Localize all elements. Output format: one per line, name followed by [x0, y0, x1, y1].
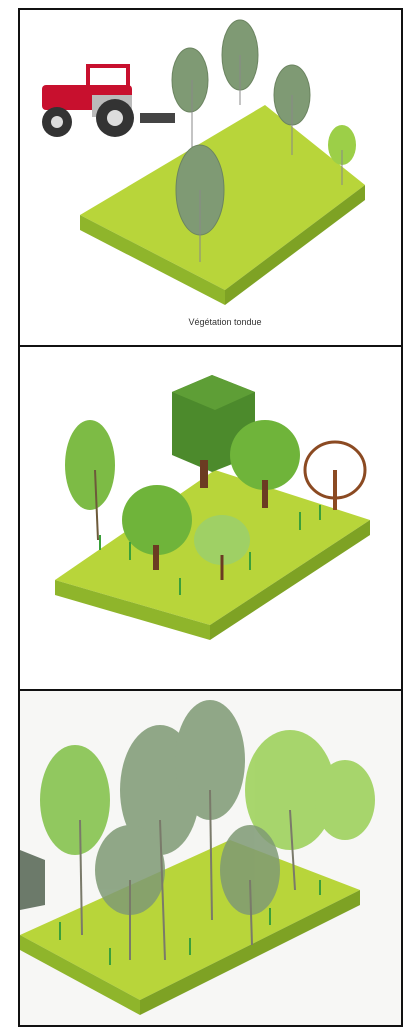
panel-caption: Végétation tondue: [188, 317, 261, 327]
illustration: Végétation tondue: [0, 0, 405, 1027]
page: Végétation tondue: [0, 0, 405, 1027]
